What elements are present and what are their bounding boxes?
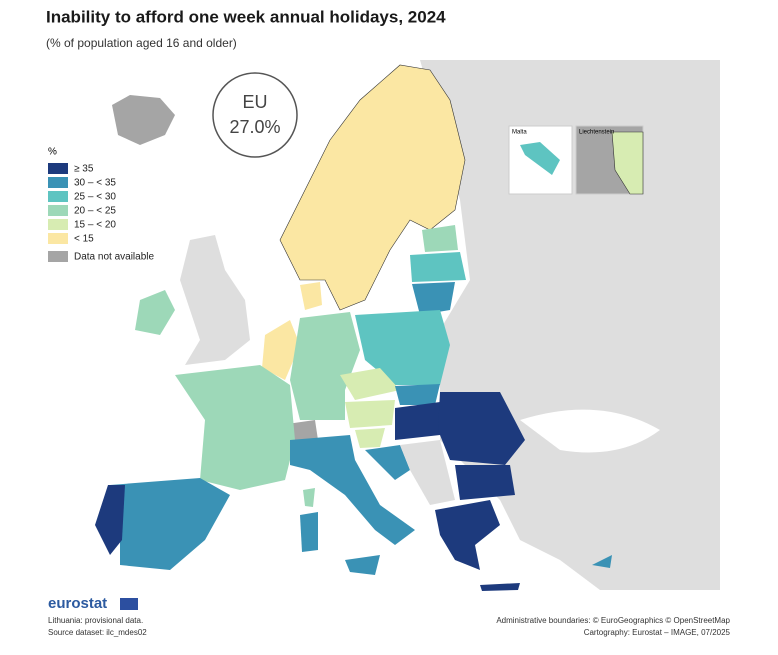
legend-swatch xyxy=(48,233,68,244)
eu-value: 27.0% xyxy=(229,117,280,137)
uk xyxy=(180,235,250,365)
sicily xyxy=(345,555,380,575)
source: Source dataset: ilc_mdes02 xyxy=(48,628,147,637)
ireland xyxy=(135,290,175,335)
balkans xyxy=(400,440,455,505)
czechia xyxy=(340,368,400,400)
greece xyxy=(435,500,500,570)
legend-swatch xyxy=(48,205,68,216)
liechtenstein-shape xyxy=(611,131,644,195)
denmark xyxy=(300,282,322,310)
legend-label: 25 – < 30 xyxy=(74,192,116,203)
portugal xyxy=(95,485,125,555)
bulgaria xyxy=(455,465,515,500)
germany xyxy=(290,312,360,420)
estonia xyxy=(422,225,458,252)
legend-swatch xyxy=(48,219,68,230)
logo: eurostat xyxy=(48,595,107,612)
legend-label: 20 – < 25 xyxy=(74,206,116,217)
sea-gap xyxy=(520,409,660,453)
legend-label: Data not available xyxy=(74,252,154,263)
romania xyxy=(438,392,525,465)
legend-swatch xyxy=(48,177,68,188)
poland xyxy=(355,310,450,385)
legend-label: < 15 xyxy=(74,234,94,245)
legend-title: % xyxy=(48,147,57,158)
lithuania xyxy=(412,282,455,315)
croatia xyxy=(365,445,410,480)
crete xyxy=(480,583,520,591)
inset-label: Liechtenstein xyxy=(579,130,614,136)
latvia xyxy=(410,252,466,282)
iceland xyxy=(112,95,175,145)
malta-shape xyxy=(520,142,560,175)
eu-flag xyxy=(120,598,138,610)
sardinia xyxy=(300,512,318,552)
legend-swatch xyxy=(48,191,68,202)
cartography: Cartography: Eurostat – IMAGE, 07/2025 xyxy=(584,628,731,637)
italy xyxy=(290,435,415,545)
netherlands-belgium xyxy=(262,320,300,380)
hungary xyxy=(395,402,440,440)
legend-label: 15 – < 20 xyxy=(74,220,116,231)
slovakia xyxy=(395,384,440,405)
scandinavia xyxy=(279,64,466,311)
legend-label: 30 – < 35 xyxy=(74,178,116,189)
spain xyxy=(110,478,230,570)
inset-label: Malta xyxy=(512,130,527,136)
subtitle: (% of population aged 16 and older) xyxy=(46,36,237,50)
corsica xyxy=(303,488,315,507)
title: Inability to afford one week annual holi… xyxy=(46,7,446,26)
legend: ≥ 35 30 – < 35 25 – < 30 20 – < 25 15 – < 20… xyxy=(48,163,154,263)
legend-swatch xyxy=(48,251,68,262)
slovenia xyxy=(355,428,385,448)
france xyxy=(175,365,295,490)
eu-label: EU xyxy=(242,92,267,112)
legend-label: ≥ 35 xyxy=(74,164,94,175)
legend-swatch xyxy=(48,163,68,174)
footnote: Lithuania: provisional data. xyxy=(48,616,143,625)
boundaries: Administrative boundaries: © EuroGeograp… xyxy=(496,616,730,625)
austria xyxy=(345,400,395,428)
cyprus xyxy=(592,555,612,568)
eu-circle xyxy=(212,72,298,158)
